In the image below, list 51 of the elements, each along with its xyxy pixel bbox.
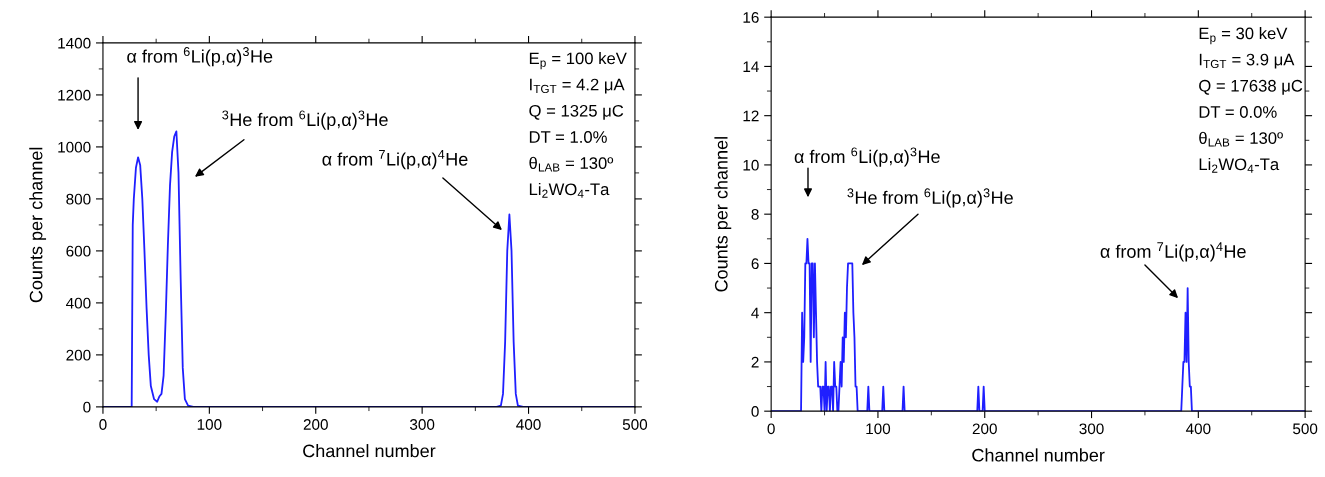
y-tick-label: 0 xyxy=(83,401,91,413)
x-tick-label: 300 xyxy=(1079,423,1104,435)
annotation: Li$_{2}$WO$_{4}$-Ta xyxy=(529,182,610,198)
annotation: E$_{p}$ = 30 keV xyxy=(1199,27,1288,45)
y-tick-label: 400 xyxy=(66,297,91,309)
y-tick-label: 1000 xyxy=(58,141,91,153)
annotation: θ$_{LAB}$ = 130º xyxy=(1199,131,1283,147)
x-tick-label: 0 xyxy=(767,423,775,435)
y-tick-label: 2 xyxy=(751,356,759,368)
annotation: I$_{TGT}$ = 3.9 μA xyxy=(1199,53,1295,69)
y-tick-label: 8 xyxy=(751,209,759,220)
x-tick-label: 200 xyxy=(972,423,997,435)
annotation: Li$_{2}$WO$_{4}$-Ta xyxy=(1199,157,1280,173)
y-axis-title: Counts per channel xyxy=(29,147,47,303)
y-tick-label: 600 xyxy=(66,245,91,257)
annotation: Q = 17638 μC xyxy=(1199,79,1303,95)
y-tick-label: 800 xyxy=(66,193,91,205)
annotation: α from $^{7}$Li(p,α)$^{4}$He xyxy=(322,150,468,170)
y-tick-label: 4 xyxy=(751,307,759,319)
y-tick-label: 1200 xyxy=(58,89,91,101)
x-axis-title: Channel number xyxy=(972,448,1105,462)
x-tick-label: 400 xyxy=(1185,423,1211,435)
annotation: θ$_{LAB}$ = 130º xyxy=(529,156,614,172)
annotation: α from $^{7}$Li(p,α)$^{4}$He xyxy=(1100,242,1246,262)
x-axis-title: Channel number xyxy=(303,444,436,458)
x-tick-label: 500 xyxy=(622,419,648,430)
y-tick-label: 0 xyxy=(751,406,759,417)
y-tick-label: 1400 xyxy=(58,37,91,49)
x-tick-label: 300 xyxy=(409,419,435,430)
annotation: I$_{TGT}$ = 4.2 μA xyxy=(530,78,625,94)
x-tick-label: 0 xyxy=(99,419,107,430)
y-tick-label: 200 xyxy=(66,349,91,361)
y-axis-title: Counts per channel xyxy=(714,137,732,292)
annotation: α from $^{6}$Li(p,α)$^{3}$He xyxy=(794,147,940,167)
y-tick-label: 6 xyxy=(751,258,759,270)
annotation: E$_{p}$ = 100 keV xyxy=(529,52,627,70)
x-tick-label: 200 xyxy=(303,419,328,430)
annotation: Q = 1325 μC xyxy=(529,104,624,120)
annotation: $^{3}$He from $^{6}$Li(p,α)$^{3}$He xyxy=(222,110,388,130)
annotation: $^{3}$He from $^{6}$Li(p,α)$^{3}$He xyxy=(847,188,1013,208)
annotation: DT = 1.0% xyxy=(529,131,607,143)
y-tick-label: 12 xyxy=(743,110,759,122)
y-tick-label: 16 xyxy=(743,12,759,23)
x-tick-label: 100 xyxy=(866,423,891,435)
annotation: α from $^{6}$Li(p,α)$^{3}$He xyxy=(127,47,273,67)
x-tick-label: 500 xyxy=(1292,423,1318,435)
x-tick-label: 400 xyxy=(516,419,541,430)
x-tick-label: 100 xyxy=(197,419,222,430)
y-tick-label: 10 xyxy=(743,159,759,171)
y-tick-label: 14 xyxy=(743,61,759,72)
annotation: DT = 0.0% xyxy=(1199,106,1277,118)
